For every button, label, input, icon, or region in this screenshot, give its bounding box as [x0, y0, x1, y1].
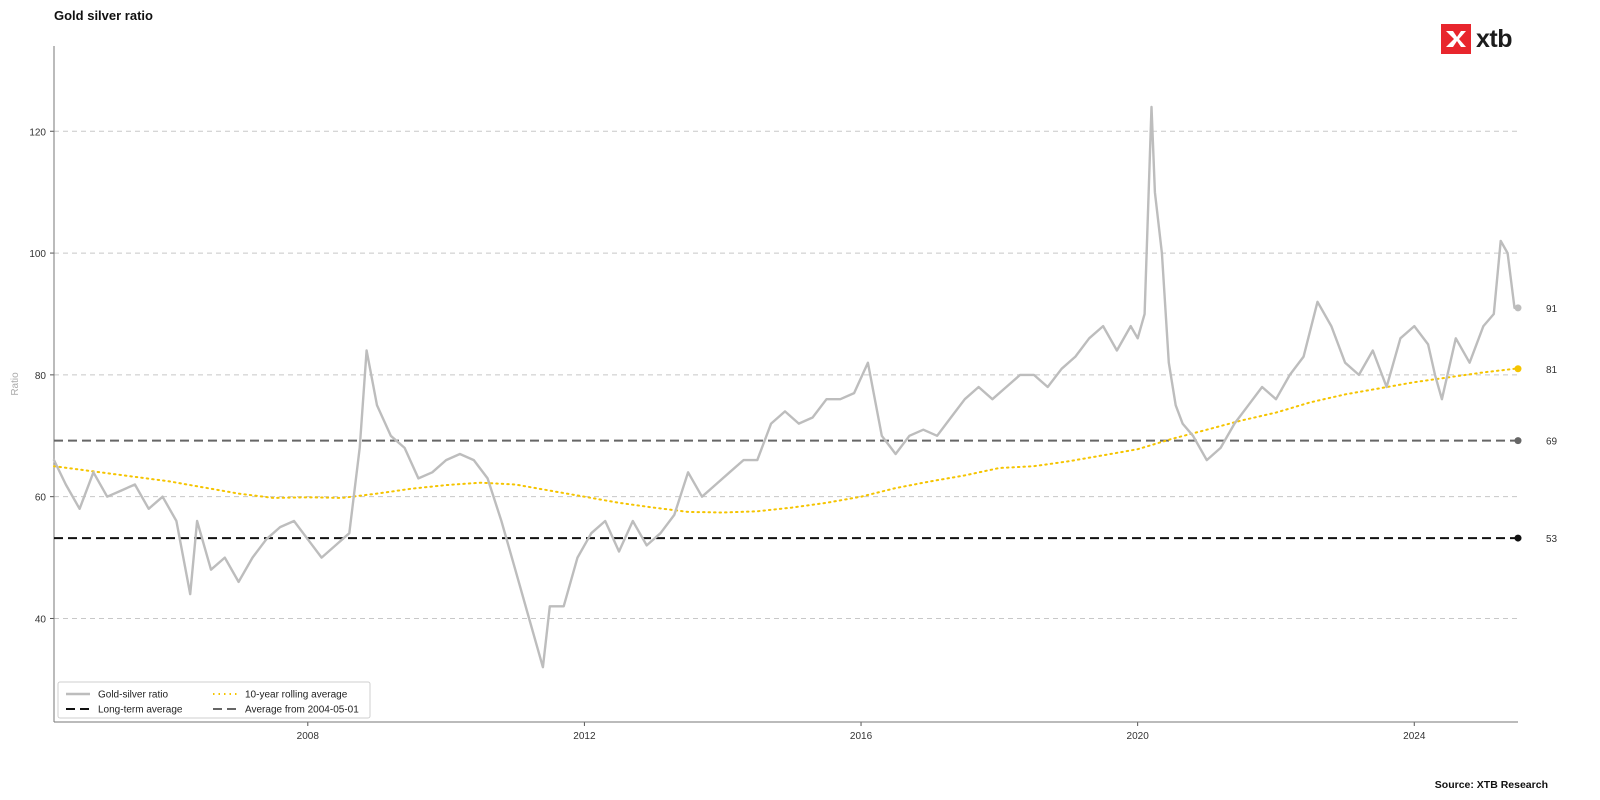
xtb-logo-text: xtb	[1476, 25, 1513, 53]
legend-label-3: Average from 2004-05-01	[245, 705, 359, 716]
y-tick-label: 100	[29, 249, 46, 260]
legend-label-0: Gold-silver ratio	[98, 690, 168, 701]
grid-lines	[54, 130, 1518, 619]
y-tick-label: 120	[29, 127, 46, 138]
xtb-logo-mark-icon	[1441, 24, 1471, 54]
axes	[50, 46, 1518, 726]
legend-box	[57, 681, 371, 719]
x-tick-label: 2008	[297, 731, 320, 742]
x-tick-label: 2020	[1127, 731, 1150, 742]
legend: Gold-silver ratio 10-year rolling average…	[57, 681, 371, 719]
x-tick-label: 2012	[573, 731, 596, 742]
series-end-label-0: 91	[1546, 304, 1558, 315]
series-line-0	[52, 105, 1516, 669]
series-end-marker-1	[1514, 365, 1522, 373]
legend-label-2: Long-term average	[98, 705, 183, 716]
y-tick-label: 60	[35, 493, 47, 504]
chart-title: Gold silver ratio	[54, 8, 153, 23]
series-layer: 53 69 81 91	[52, 105, 1558, 669]
x-tick-label: 2016	[850, 731, 873, 742]
source-note: Source: XTB Research	[1434, 779, 1548, 791]
y-tick-label: 40	[35, 614, 47, 625]
series-end-label-1: 81	[1546, 365, 1558, 376]
tick-labels: 40 60 80 100 120 2008 2012 2016 2020 2024	[29, 127, 1426, 742]
x-tick-label: 2024	[1403, 731, 1426, 742]
legend-label-1: 10-year rolling average	[245, 690, 348, 701]
series-line-1	[53, 367, 1516, 514]
series-end-marker-3	[1514, 437, 1522, 445]
series-end-marker-2	[1514, 534, 1522, 542]
y-axis-label: Ratio	[10, 372, 21, 396]
series-end-label-3: 69	[1546, 437, 1558, 448]
y-tick-label: 80	[35, 371, 47, 382]
series-end-label-2: 53	[1546, 534, 1558, 545]
series-end-marker-0	[1514, 304, 1522, 312]
xtb-logo: xtb	[1441, 24, 1513, 54]
